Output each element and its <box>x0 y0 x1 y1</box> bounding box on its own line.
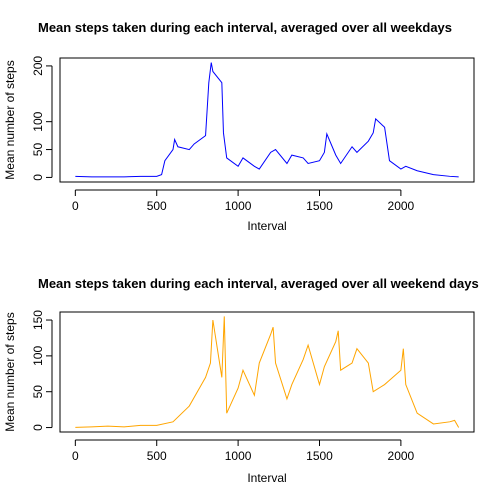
y-tick-label: 100 <box>31 346 45 366</box>
x-tick-label: 1000 <box>225 199 252 213</box>
y-tick-label: 50 <box>31 385 45 399</box>
x-tick-label: 1500 <box>306 449 333 463</box>
y-tick-label: 100 <box>31 111 45 131</box>
chart-title: Mean steps taken during each interval, a… <box>38 276 479 291</box>
y-tick-label: 50 <box>31 143 45 157</box>
x-axis-label: Interval <box>247 219 286 233</box>
data-line <box>75 62 459 178</box>
x-tick-label: 0 <box>72 449 79 463</box>
y-tick-label: 150 <box>31 310 45 330</box>
plot-frame <box>59 311 475 433</box>
x-axis-label: Interval <box>247 471 286 485</box>
y-tick-label: 200 <box>31 56 45 76</box>
x-tick-label: 1500 <box>306 199 333 213</box>
x-tick-label: 500 <box>147 449 167 463</box>
x-tick-label: 0 <box>72 199 79 213</box>
y-tick-label: 0 <box>31 174 45 181</box>
x-tick-label: 2000 <box>388 199 415 213</box>
x-tick-label: 2000 <box>388 449 415 463</box>
data-line <box>75 316 460 428</box>
y-tick-label: 0 <box>31 424 45 431</box>
y-axis-label: Mean number of steps <box>3 312 17 431</box>
x-tick-label: 1000 <box>225 449 252 463</box>
plot-frame <box>59 57 475 183</box>
x-tick-label: 500 <box>147 199 167 213</box>
chart-title: Mean steps taken during each interval, a… <box>38 20 452 35</box>
y-axis-label: Mean number of steps <box>3 60 17 179</box>
